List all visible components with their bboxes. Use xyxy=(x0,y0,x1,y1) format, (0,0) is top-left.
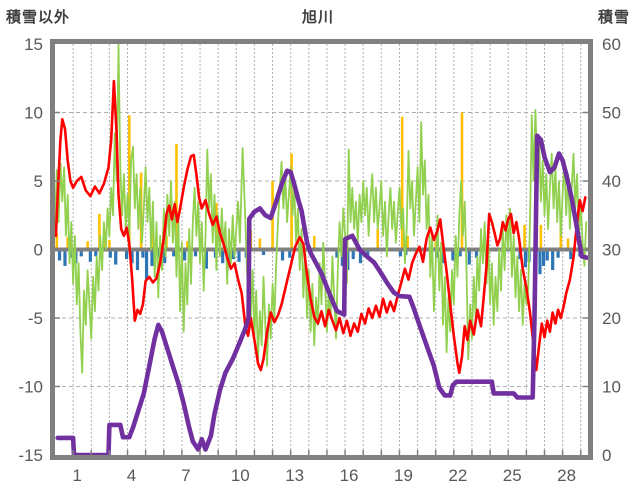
x-axis-tick-label: 7 xyxy=(181,466,190,485)
x-axis-tick-label: 16 xyxy=(340,466,359,485)
green-line xyxy=(54,43,588,374)
left-axis-tick-label: -15 xyxy=(18,446,43,465)
left-axis-tick-label: 10 xyxy=(24,104,43,123)
left-axis-tick-label: 15 xyxy=(24,35,43,54)
right-axis-tick-label: 10 xyxy=(602,378,621,397)
red-line xyxy=(54,79,587,375)
left-axis-tick-label: -5 xyxy=(28,309,43,328)
x-axis-tick-label: 28 xyxy=(557,466,576,485)
x-axis-tick-label: 25 xyxy=(503,466,522,485)
x-axis-tick-label: 22 xyxy=(448,466,467,485)
plot-frame xyxy=(50,39,593,460)
right-axis-tick-label: 60 xyxy=(602,35,621,54)
purple-snow-depth-line xyxy=(55,133,590,458)
x-axis-tick-label: 4 xyxy=(127,466,136,485)
left-axis-tick-label: 5 xyxy=(34,172,43,191)
left-axis-tick-label: 0 xyxy=(34,241,43,260)
x-axis-tick-label: 19 xyxy=(394,466,413,485)
left-axis-title: 積雪以外 xyxy=(6,9,71,26)
right-axis-tick-label: 30 xyxy=(602,241,621,260)
x-axis-tick-label: 1 xyxy=(72,466,81,485)
right-axis-tick-label: 50 xyxy=(602,104,621,123)
x-axis-tick-label: 13 xyxy=(285,466,304,485)
right-axis-tick-label: 0 xyxy=(602,446,611,465)
x-axis-tick-label: 10 xyxy=(231,466,250,485)
right-axis-tick-label: 40 xyxy=(602,172,621,191)
chart-title: 旭川 xyxy=(301,9,334,26)
right-axis-title: 積雪 xyxy=(597,9,630,26)
left-axis-tick-label: -10 xyxy=(18,378,43,397)
right-axis-tick-label: 20 xyxy=(602,309,621,328)
